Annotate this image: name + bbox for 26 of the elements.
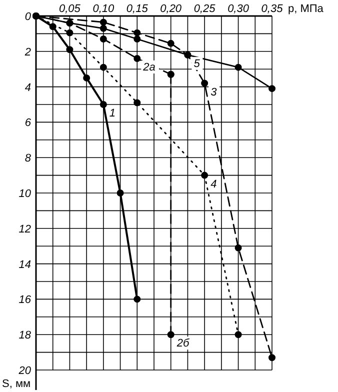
x-tick-label: 0,30: [228, 3, 250, 15]
y-tick-label: 16: [18, 294, 32, 306]
y-tick-label: 12: [18, 223, 31, 236]
series-label: 5: [194, 58, 201, 70]
y-axis-title: S, мм: [2, 378, 31, 390]
series-label: 1: [109, 108, 116, 120]
x-tick-label: 0,20: [160, 3, 182, 15]
y-tick-label: 18: [18, 330, 32, 342]
y-tick-label: 6: [24, 117, 32, 130]
x-tick-label: 0,25: [194, 3, 216, 15]
series-label: 2а: [142, 61, 156, 74]
y-tick-label: 0: [24, 11, 32, 23]
series-label: 4: [210, 178, 217, 190]
y-tick-label: 8: [24, 152, 32, 165]
y-tick-label: 2: [24, 46, 31, 58]
x-axis-title: p, МПа: [288, 3, 324, 15]
x-tick-label: 0,05: [59, 3, 82, 15]
x-tick-label: 0,10: [92, 3, 116, 15]
y-tick-label: 4: [24, 82, 31, 94]
x-tick-label: 0,35: [261, 3, 284, 15]
y-tick-label: 10: [18, 188, 32, 200]
series-label: 3: [210, 86, 218, 98]
y-tick-label: 20: [18, 365, 32, 377]
x-tick-label: 0,15: [126, 3, 149, 15]
y-tick-label: 14: [18, 258, 31, 271]
series-label: 2б: [176, 338, 190, 350]
